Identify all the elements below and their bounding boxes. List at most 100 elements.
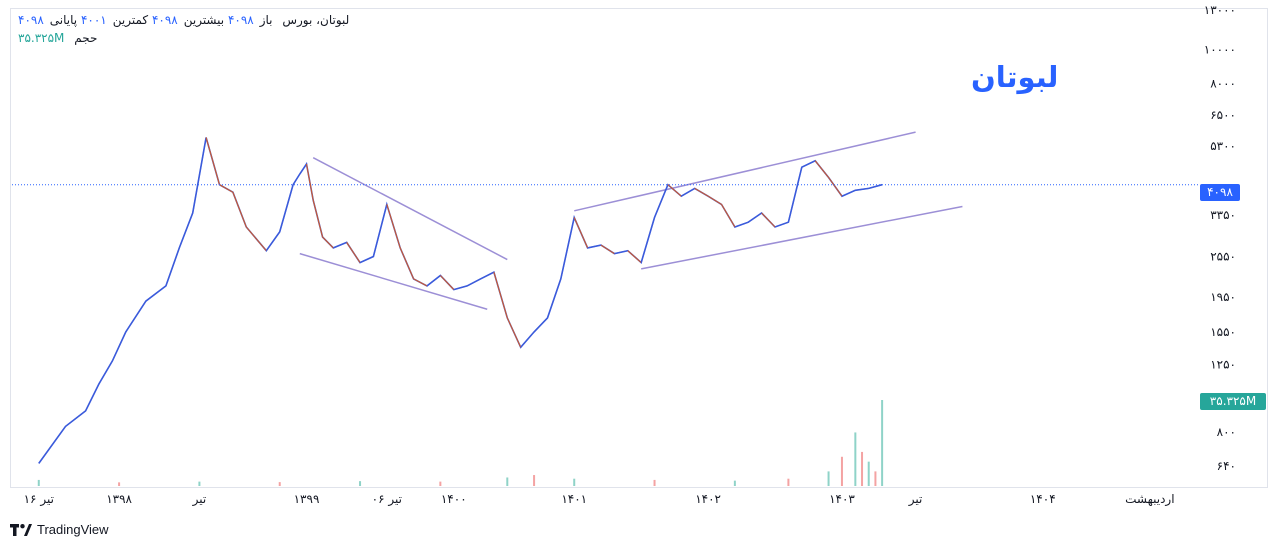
- chart-frame[interactable]: [10, 8, 1268, 488]
- price-segment: [774, 221, 789, 228]
- tradingview-logo-icon: [10, 523, 32, 536]
- price-segment: [640, 217, 656, 263]
- price-tick-label: ۱۲۵۰: [1210, 357, 1236, 371]
- volume-bar: [533, 475, 536, 486]
- legend-high-label: بیشترین: [183, 13, 225, 27]
- price-segment: [65, 410, 86, 427]
- volume-bar: [198, 481, 201, 486]
- price-segment: [734, 221, 749, 228]
- price-segment: [125, 300, 147, 333]
- price-segment: [587, 244, 602, 249]
- legend-symbol[interactable]: لبوتان، بورس: [282, 13, 350, 27]
- price-tick-label: ۶۵۰۰: [1210, 108, 1236, 122]
- price-segment: [292, 173, 301, 185]
- rising-channel-upper[interactable]: [574, 131, 916, 212]
- price-tick-label: ۵۳۰۰: [1210, 139, 1236, 153]
- price-segment: [145, 285, 167, 302]
- price-segment: [573, 217, 589, 249]
- price-segment: [614, 250, 628, 255]
- volume-bar: [278, 482, 281, 486]
- price-tick-label: ۶۴۰: [1217, 459, 1236, 473]
- price-segment: [205, 137, 221, 185]
- price-series: [12, 137, 1198, 464]
- price-segment: [761, 212, 776, 228]
- time-tick-label: ۱۴۰۴: [1030, 492, 1056, 506]
- axes: ۱۳۰۰۰ ۱۰۰۰۰ ۸۰۰۰ ۶۵۰۰ ۵۳۰۰ ۳۳۵۰ ۲۵۵۰ ۱۹۵۰ ۱۵۵۰ ۱۲…: [24, 3, 1236, 507]
- volume-bar: [653, 479, 656, 486]
- volume-bars: [37, 400, 884, 486]
- price-segment: [466, 278, 481, 287]
- price-tick-label: ۳۳۵۰: [1210, 208, 1236, 222]
- time-tick-label: ۱۳۹۹: [294, 492, 320, 506]
- price-segment: [85, 383, 100, 412]
- legend-low-value: ۴۰۰۱: [80, 13, 107, 27]
- price-segment: [399, 247, 415, 280]
- price-segment: [667, 184, 682, 197]
- volume-bar: [733, 480, 736, 486]
- price-segment: [426, 275, 441, 287]
- price-segment: [265, 231, 281, 252]
- watermark-text: TradingView: [37, 522, 109, 537]
- price-segment: [322, 236, 334, 249]
- volume-bar: [573, 478, 576, 486]
- time-tick-label: ۱۶ تیر: [24, 492, 54, 507]
- price-segment: [279, 184, 294, 233]
- price-segment: [312, 200, 324, 238]
- volume-bar: [874, 471, 877, 486]
- price-segment: [787, 167, 803, 223]
- price-segment: [694, 187, 709, 197]
- trendlines[interactable]: [299, 131, 963, 310]
- volume-bar: [867, 461, 870, 486]
- legend-close-value: ۴۰۹۸: [18, 13, 44, 27]
- price-segment: [192, 137, 207, 214]
- volume-bar: [359, 481, 362, 486]
- price-tick-label: ۸۰۰۰: [1210, 76, 1236, 90]
- price-segment: [111, 331, 127, 362]
- price-segment: [439, 275, 455, 290]
- price-segment: [868, 184, 883, 189]
- falling-channel-lower[interactable]: [299, 252, 488, 310]
- legend-low-label: کمترین: [112, 13, 149, 27]
- time-tick-label: ۱۴۰۳: [829, 492, 855, 506]
- price-tick-label: ۲۵۵۰: [1210, 250, 1236, 264]
- legend-open-label: باز: [259, 13, 273, 27]
- volume-legend: حجم ۳۵.۳۲۵M: [18, 31, 97, 45]
- price-tick-label: ۱۹۵۰: [1210, 290, 1236, 304]
- volume-bar: [861, 451, 864, 486]
- volume-bar: [506, 477, 509, 486]
- last-price-badge: ۴۰۹۸: [1200, 184, 1240, 201]
- volume-bar: [118, 482, 121, 486]
- price-segment: [681, 187, 696, 197]
- price-segment: [245, 226, 267, 252]
- price-segment: [546, 278, 562, 319]
- price-segment: [178, 212, 194, 249]
- price-segment: [560, 217, 575, 280]
- time-tick-label: ۱۴۰۱: [561, 492, 587, 506]
- price-segment: [801, 160, 816, 168]
- price-segment: [413, 278, 428, 287]
- price-segment: [453, 285, 468, 291]
- price-segment: [372, 204, 388, 257]
- legend-open-value: ۴۰۹۸: [227, 13, 254, 27]
- price-segment: [333, 241, 347, 249]
- legend-volume-value: ۳۵.۳۲۵M: [18, 31, 65, 45]
- volume-bar: [37, 479, 40, 486]
- volume-bar: [840, 456, 843, 486]
- volume-bar: [881, 400, 884, 486]
- price-tick-label: ۱۳۰۰۰: [1204, 3, 1236, 17]
- tradingview-watermark[interactable]: TradingView: [10, 522, 109, 537]
- ohlc-legend: لبوتان، بورس باز۴۰۹۸ بیشترین۴۰۹۸ کمترین۴…: [18, 13, 349, 27]
- price-segment: [841, 189, 856, 197]
- price-segment: [720, 204, 736, 228]
- price-segment: [600, 244, 615, 255]
- falling-channel-upper[interactable]: [312, 157, 508, 261]
- price-segment: [814, 160, 830, 178]
- time-tick-label: تیر: [908, 492, 923, 507]
- price-segment: [520, 331, 535, 348]
- volume-bar: [787, 478, 790, 486]
- rising-channel-lower[interactable]: [641, 205, 963, 270]
- volume-bar: [854, 432, 857, 486]
- chart-title[interactable]: لبوتان: [971, 60, 1059, 94]
- price-segment: [533, 317, 548, 333]
